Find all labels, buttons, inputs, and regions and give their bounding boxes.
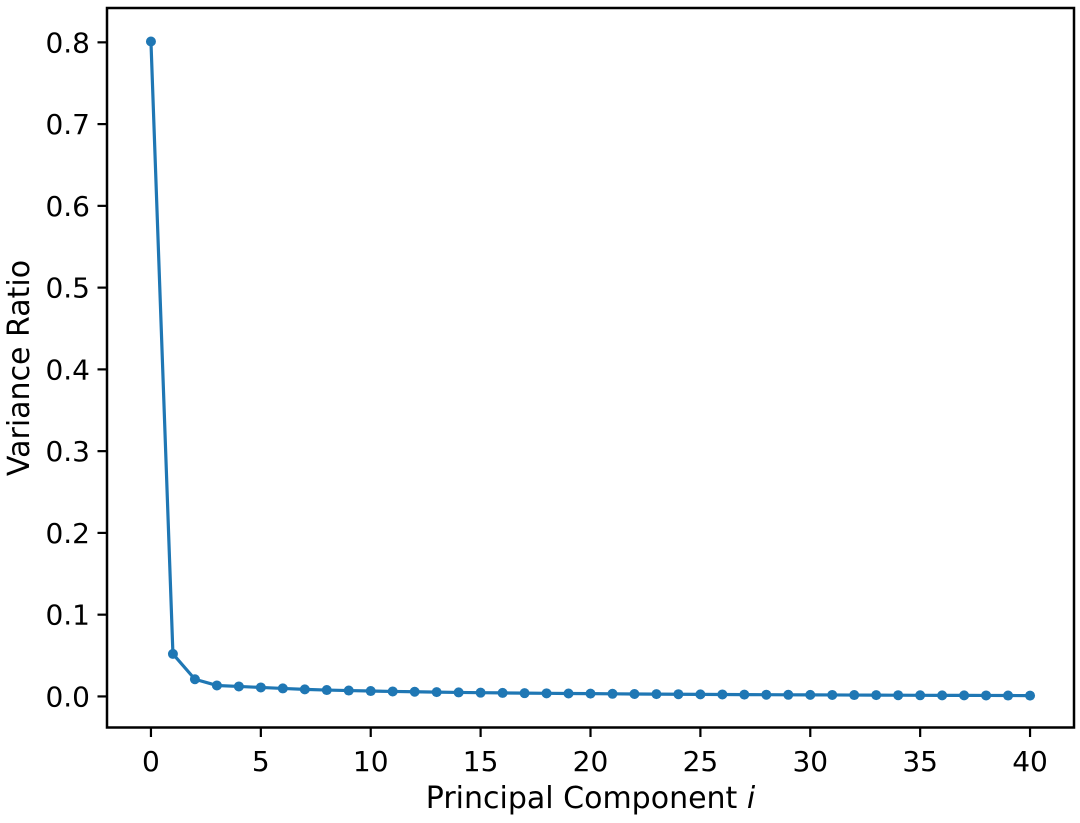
x-tick-label: 30 [792,745,828,778]
x-tick-label: 20 [573,745,609,778]
y-axis-label: Variance Ratio [2,259,37,477]
y-tick-label: 0.0 [45,680,90,713]
data-point-32 [849,690,860,701]
x-tick-label: 10 [353,745,389,778]
variance-series [145,36,1036,701]
data-point-26 [717,689,728,700]
data-point-27 [739,689,750,700]
data-point-34 [893,690,904,701]
data-point-18 [541,688,552,699]
x-axis-label: Principal Component i [107,784,1074,814]
x-tick-label: 25 [683,745,719,778]
data-point-5 [255,682,266,693]
data-point-2 [189,674,200,685]
data-point-37 [959,690,970,701]
data-point-36 [937,690,948,701]
variance-line [149,39,1032,698]
data-point-4 [233,681,244,692]
data-point-8 [321,685,332,696]
data-point-0 [145,36,156,47]
data-point-24 [673,689,684,700]
data-point-13 [431,687,442,698]
data-point-30 [805,689,816,700]
data-point-22 [629,688,640,699]
data-point-20 [585,688,596,699]
data-point-14 [453,687,464,698]
data-point-40 [1025,690,1036,701]
y-tick-label: 0.7 [45,108,90,141]
data-point-7 [299,684,310,695]
x-tick-label: 5 [252,745,270,778]
data-point-28 [761,689,772,700]
y-tick-label: 0.4 [45,353,90,386]
y-tick-label: 0.1 [45,599,90,632]
data-point-23 [651,689,662,700]
data-point-6 [277,683,288,694]
plot-frame [105,6,1076,729]
data-point-19 [563,688,574,699]
x-tick-label: 40 [1012,745,1048,778]
axis-ticks: 0 5 10 15 20 25 30 35 40 0.0 0.1 0.2 0.3 0.4 0.5 0.6 0.7… [45,26,1047,778]
data-point-12 [409,686,420,697]
data-point-3 [211,680,222,691]
data-point-39 [1003,690,1014,701]
data-point-38 [981,690,992,701]
data-point-33 [871,690,882,701]
x-tick-label: 15 [463,745,499,778]
y-tick-label: 0.8 [45,26,90,59]
data-point-35 [915,690,926,701]
data-point-15 [475,687,486,698]
data-point-31 [827,689,838,700]
data-point-17 [519,688,530,699]
data-point-10 [365,686,376,697]
data-point-9 [343,685,354,696]
x-tick-label: 0 [142,745,160,778]
x-axis-label-variable: i [746,781,756,816]
data-point-29 [783,689,794,700]
data-point-21 [607,688,618,699]
y-tick-label: 0.6 [45,190,90,223]
y-tick-label: 0.5 [45,272,90,305]
data-point-1 [167,648,178,659]
y-tick-label: 0.3 [45,435,90,468]
data-point-16 [497,687,508,698]
data-point-11 [387,686,398,697]
x-tick-label: 35 [902,745,938,778]
axes-spines [105,6,1076,729]
data-point-25 [695,689,706,700]
y-tick-label: 0.2 [45,517,90,550]
x-axis-label-text: Principal Component [425,781,747,816]
